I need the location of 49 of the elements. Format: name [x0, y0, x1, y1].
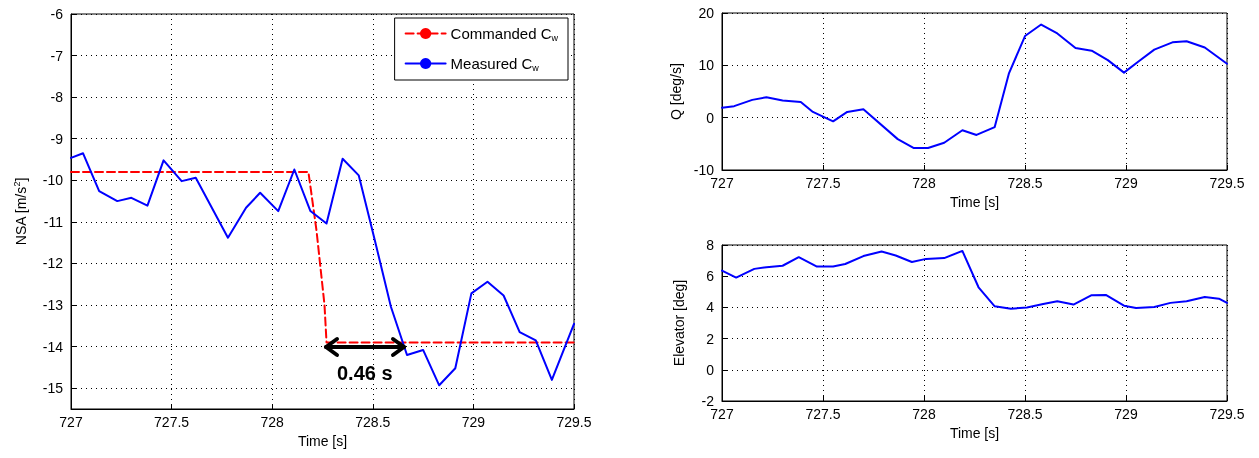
x-tick-label: 728 [912, 175, 936, 191]
x-tick-label: 728.5 [1007, 406, 1043, 422]
y-tick-label: -14 [42, 338, 64, 355]
x-tick-label: 729 [1114, 406, 1138, 422]
y-tick-label: 4 [706, 299, 715, 316]
x-tick-label: 727 [710, 175, 734, 191]
x-tick-label: 727 [59, 414, 83, 430]
y-tick-label: 2 [706, 330, 715, 347]
y-tick-label: -8 [50, 89, 64, 106]
y-tick-label: 8 [706, 237, 715, 253]
x-tick-label: 729 [1114, 175, 1138, 191]
y-tick-label: -7 [50, 47, 64, 64]
y-tick-label: -15 [42, 380, 64, 397]
y-tick-label: -6 [50, 6, 64, 22]
x-axis-title: Time [s] [949, 193, 1000, 210]
line-series [721, 249, 1228, 310]
y-axis-title: NSA [m/s2] [11, 177, 29, 246]
y-tick-label: 20 [698, 5, 715, 21]
x-tick-label: 727.5 [154, 414, 190, 430]
x-tick-label: 729.5 [1209, 406, 1245, 422]
annotation: 0.46 s [336, 361, 393, 384]
y-tick-label: -10 [42, 172, 64, 189]
x-tick-label: 729.5 [1209, 175, 1245, 191]
y-tick-label: 6 [706, 268, 715, 285]
y-tick-label: -13 [42, 297, 64, 314]
x-tick-label: 727.5 [805, 406, 841, 422]
x-tick-label: 728 [912, 406, 936, 422]
y-tick-label: -10 [693, 162, 715, 178]
x-tick-label: 727.5 [805, 175, 841, 191]
y-tick-label: 0 [706, 361, 715, 378]
line-series [721, 23, 1228, 150]
y-tick-label: 0 [706, 109, 715, 126]
y-tick-label: 10 [698, 57, 715, 74]
x-tick-label: 728.5 [1007, 175, 1043, 191]
y-tick-label: -2 [701, 393, 715, 409]
x-tick-label: 729 [461, 414, 486, 430]
x-tick-label: 728 [260, 414, 285, 430]
x-axis-title: Time [s] [297, 432, 348, 449]
x-axis-title: Time [s] [949, 424, 1000, 441]
y-tick-label: -9 [50, 130, 64, 147]
line-series [70, 171, 575, 344]
y-axis-title: Q [deg/s] [667, 63, 684, 120]
x-tick-label: 729.5 [556, 414, 592, 430]
y-tick-label: -11 [43, 213, 64, 230]
x-tick-label: 727 [710, 406, 734, 422]
x-tick-label: 728.5 [355, 414, 391, 430]
y-axis-title: Elevator [deg] [671, 279, 687, 367]
y-tick-label: -12 [42, 255, 64, 272]
line-series [70, 152, 575, 387]
